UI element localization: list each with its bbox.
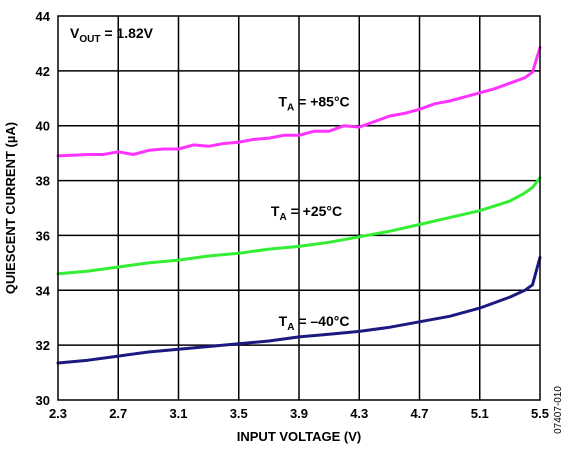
y-tick-labels: 30 32 34 36 38 40 42 44: [36, 9, 51, 408]
series-label-main: T: [271, 203, 280, 219]
series-layer: [56, 46, 542, 365]
series-line-2: [56, 255, 542, 365]
y-tick-label: 38: [36, 174, 50, 189]
vout-annotation-sub: OUT: [79, 34, 100, 45]
series-label-rest: = –40°C: [294, 313, 349, 329]
series-labels: TA = +85°CTA = +25°CTA = –40°C: [271, 94, 350, 333]
series-label-rest: = +25°C: [287, 203, 342, 219]
x-axis-title: INPUT VOLTAGE (V): [237, 429, 361, 444]
y-tick-label: 32: [36, 338, 50, 353]
y-tick-label: 36: [36, 228, 50, 243]
y-tick-label: 44: [36, 9, 51, 24]
y-tick-label: 40: [36, 119, 50, 134]
x-tick-label: 5.5: [531, 406, 549, 421]
x-tick-label: 2.3: [49, 406, 67, 421]
series-label-sub: A: [287, 103, 294, 114]
x-tick-label: 4.3: [350, 406, 368, 421]
vout-annotation: VOUT = 1.82V: [70, 25, 154, 45]
y-tick-label: 30: [36, 393, 50, 408]
series-label-main: T: [278, 94, 287, 110]
series-line-1: [56, 176, 542, 276]
series-label-1: TA = +25°C: [271, 203, 342, 223]
plot-frame: [57, 15, 541, 401]
x-tick-label: 3.9: [290, 406, 308, 421]
series-label-2: TA = –40°C: [279, 313, 350, 333]
x-tick-label: 5.1: [471, 406, 489, 421]
y-tick-label: 42: [36, 64, 50, 79]
x-tick-labels: 2.3 2.7 3.1 3.5 3.9 4.3 4.7 5.1 5.5: [49, 406, 549, 421]
series-label-0: TA = +85°C: [278, 94, 349, 114]
y-axis-title: QUIESCENT CURRENT (µA): [3, 122, 18, 294]
vout-annotation-rest: = 1.82V: [100, 25, 153, 41]
y-tick-label: 34: [36, 283, 51, 298]
x-tick-label: 3.5: [230, 406, 248, 421]
x-tick-label: 3.1: [169, 406, 187, 421]
series-label-rest: = +85°C: [294, 94, 349, 110]
gridlines: [58, 16, 540, 400]
x-tick-label: 4.7: [410, 406, 428, 421]
figure-id: 07407-010: [553, 386, 564, 434]
x-tick-label: 2.7: [109, 406, 127, 421]
series-label-sub: A: [287, 322, 294, 333]
series-label-sub: A: [279, 212, 286, 223]
series-label-main: T: [279, 313, 288, 329]
vout-annotation-main: V: [70, 25, 80, 41]
series-line-0: [56, 46, 542, 158]
